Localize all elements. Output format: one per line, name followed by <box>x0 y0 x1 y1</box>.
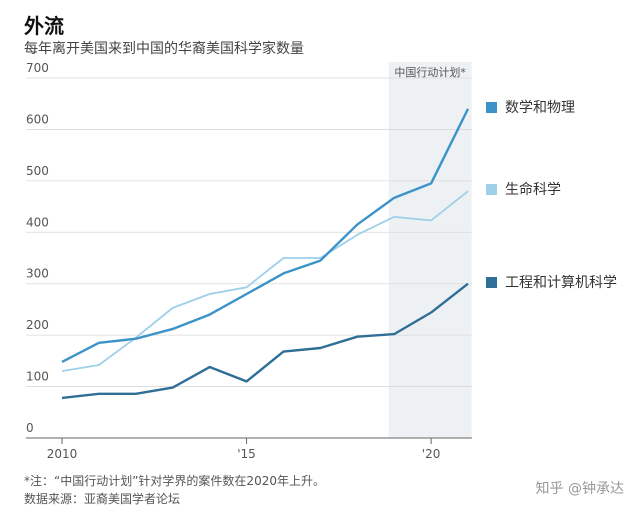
y-tick-label: 600 <box>26 112 49 126</box>
x-tick-label: 2010 <box>47 447 78 461</box>
y-tick-label: 200 <box>26 318 49 332</box>
line-chart: 中国行动计划* 0 100 200 300 400 500 600 700 2010 '15 '2… <box>26 61 617 461</box>
legend-swatch <box>486 102 497 113</box>
legend-label: 数学和物理 <box>505 100 575 116</box>
y-tick-label: 500 <box>26 164 49 178</box>
legend-swatch <box>486 277 497 288</box>
shaded-region <box>388 62 472 438</box>
y-tick-label: 700 <box>26 61 49 75</box>
y-tick-label: 100 <box>26 370 49 384</box>
legend-label: 工程和计算机科学 <box>505 275 617 291</box>
watermark: 知乎 @钟承达 <box>535 481 624 497</box>
x-tick-label: '15 <box>237 447 256 461</box>
legend-swatch <box>486 184 497 195</box>
shaded-region-label: 中国行动计划* <box>394 66 466 79</box>
footnote: *注：“中国行动计划”针对学界的案件数在2020年上升。 <box>24 474 325 488</box>
source-note: 数据来源：亚裔美国学者论坛 <box>24 492 181 506</box>
y-tick-label: 0 <box>26 421 34 435</box>
legend-label: 生命科学 <box>505 181 561 198</box>
x-tick-label: '20 <box>422 447 441 461</box>
series-line-1 <box>61 190 469 373</box>
series-line-0 <box>61 108 470 363</box>
series-line-2 <box>61 282 469 400</box>
y-tick-label: 400 <box>26 215 49 229</box>
y-tick-label: 300 <box>26 267 49 281</box>
chart-subtitle: 每年离开美国来到中国的华裔美国科学家数量 <box>24 41 304 57</box>
chart-title: 外流 <box>24 14 64 38</box>
